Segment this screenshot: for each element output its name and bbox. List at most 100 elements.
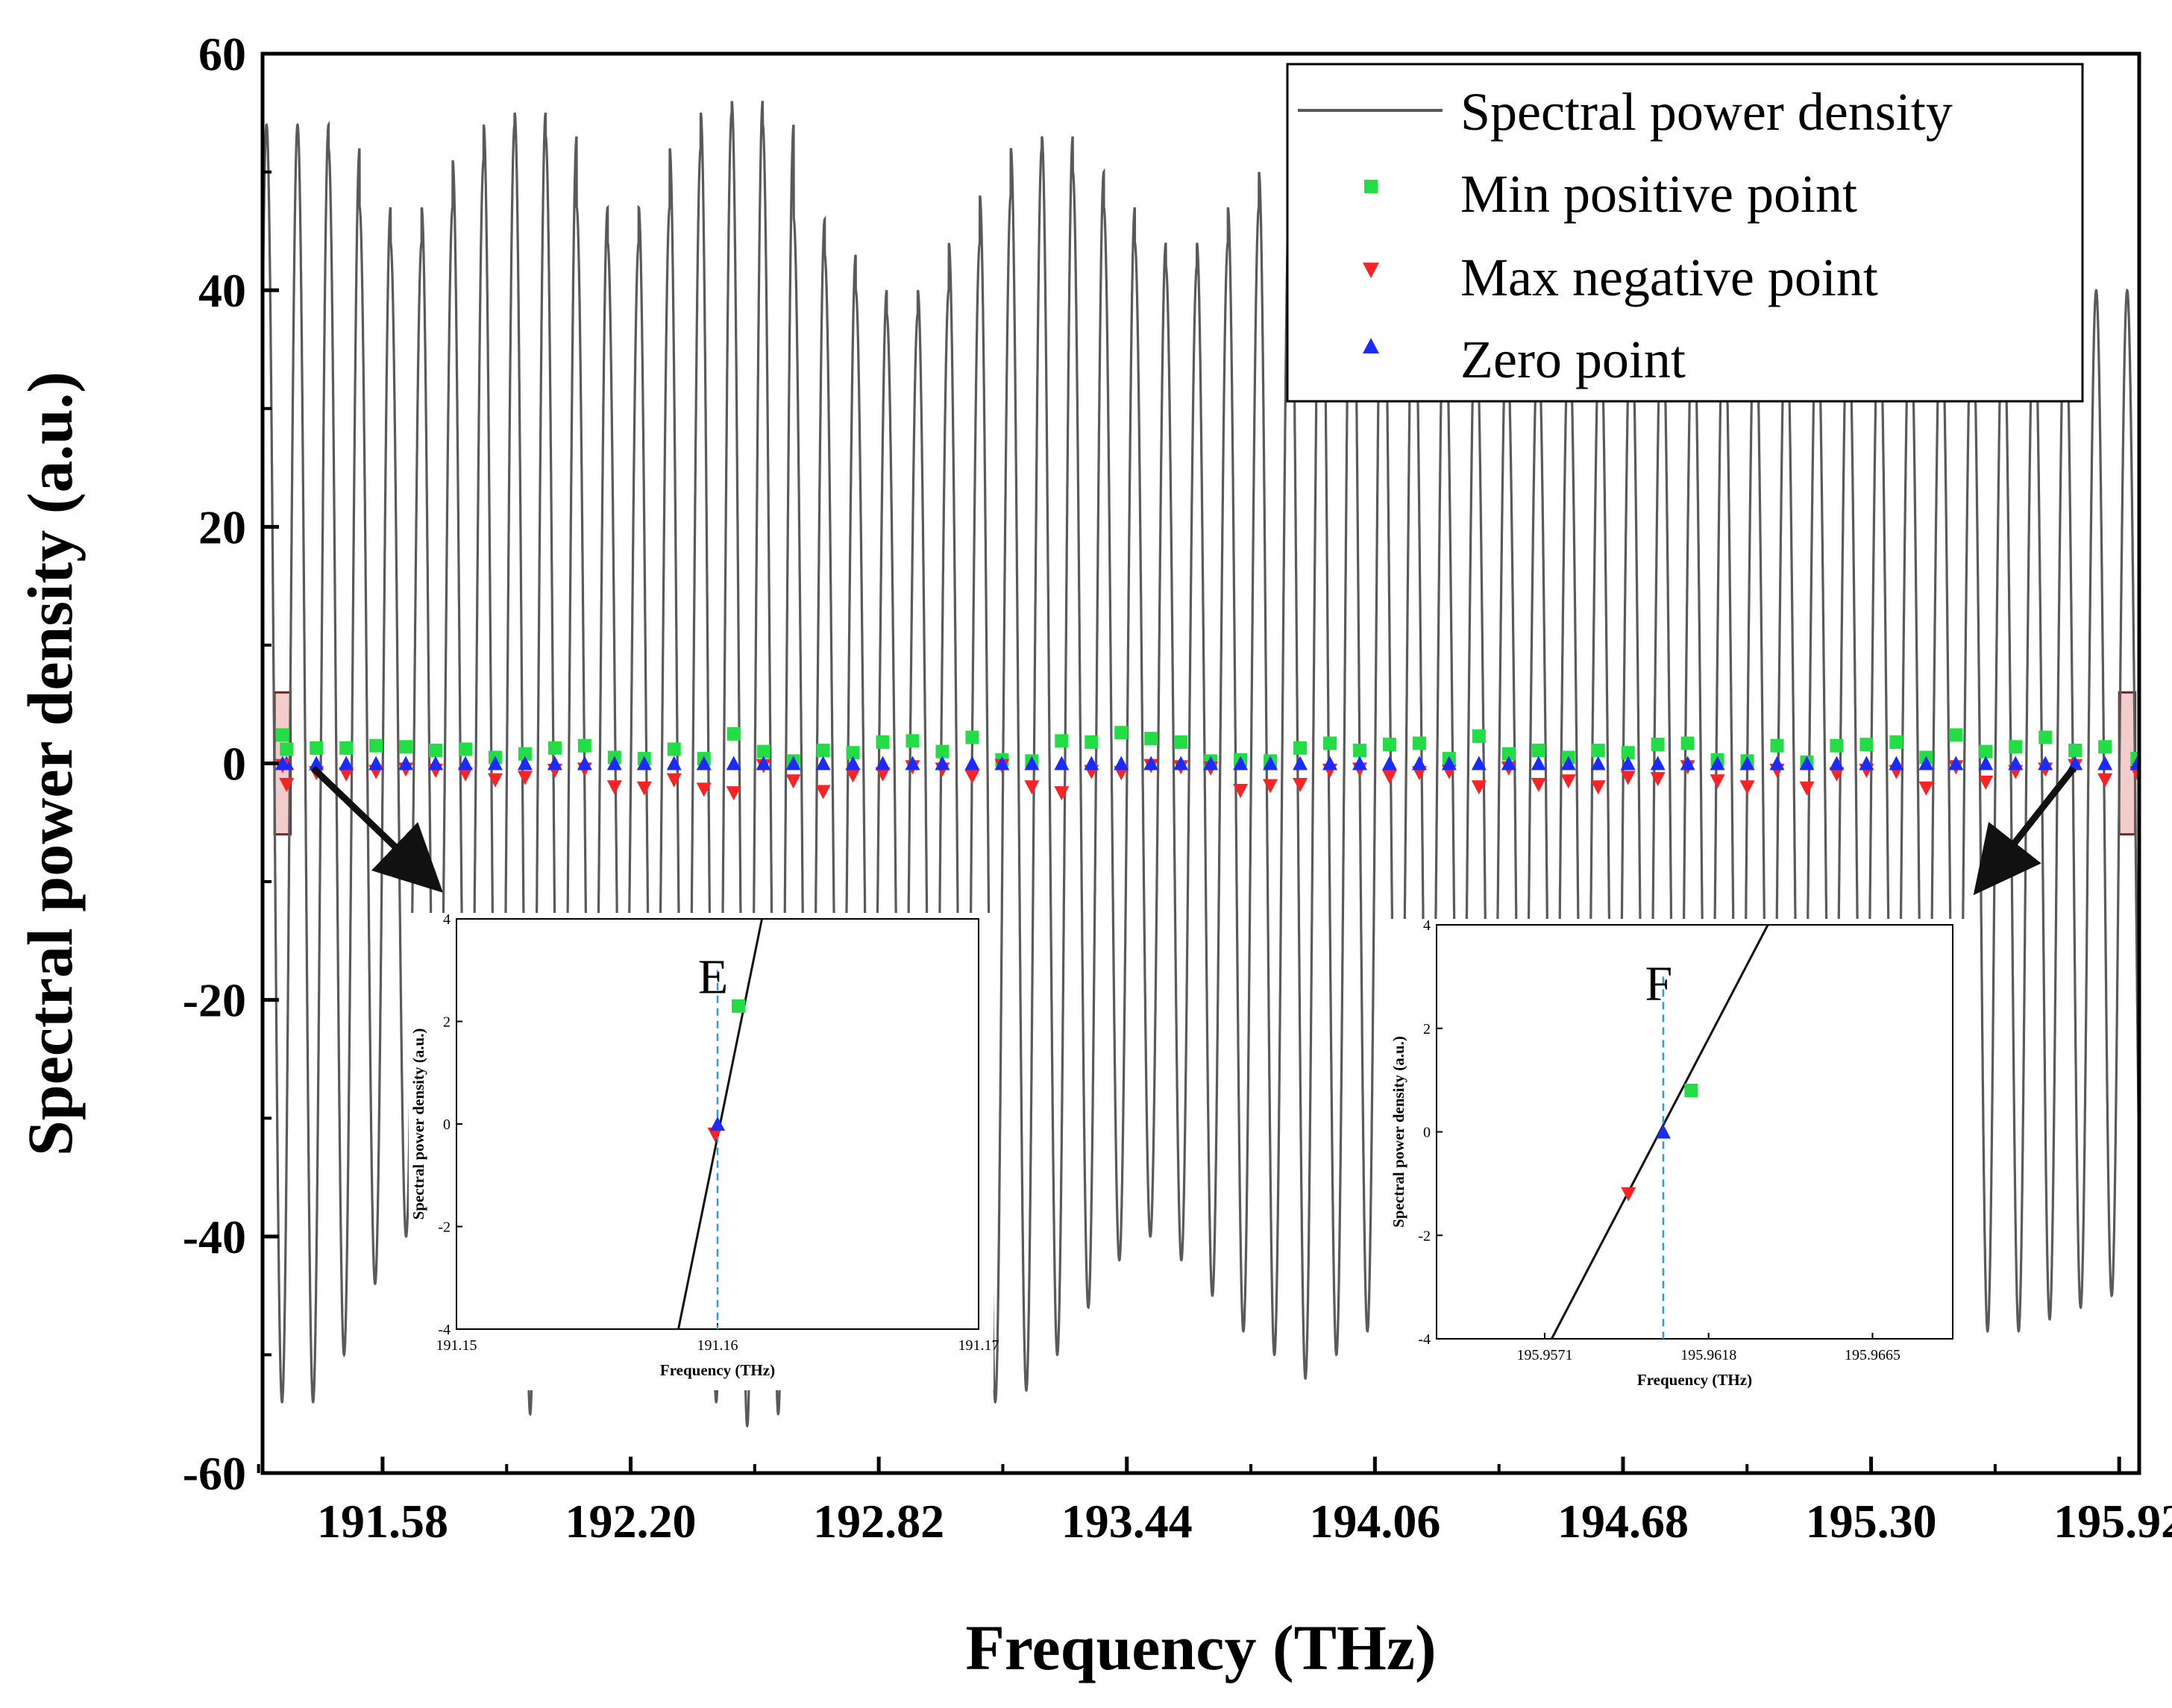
inset-y-title: Spectral power density (a.u.) [409,1029,427,1220]
inset-label-f: F [1645,957,1673,1011]
max-negative-point [875,767,891,782]
min-positive-point [2009,740,2023,754]
inset-y-tick-label: 4 [1423,917,1431,934]
min-positive-point [458,742,472,756]
x-tick-label: 192.82 [813,1495,944,1548]
zero-point [1263,756,1278,770]
min-positive-point [1591,744,1605,758]
zero-point [577,756,592,770]
max-negative-point [1620,770,1636,785]
zero-point [339,756,354,770]
zero-point [1114,756,1129,770]
zero-point [845,756,861,770]
max-negative-point [457,767,473,782]
max-negative-point [1978,775,1994,790]
x-tick-label: 194.06 [1309,1495,1440,1548]
zero-point [1650,756,1666,770]
max-negative-point [964,769,980,784]
zero-point [1620,756,1636,770]
min-positive-point [1472,729,1486,744]
zero-point [428,756,444,770]
min-positive-point [275,728,289,742]
inset-y-tick-label: 2 [1423,1021,1431,1037]
inset-y-tick-label: 4 [443,911,451,928]
min-positive-point [816,744,830,758]
zero-point [1859,756,1874,770]
max-negative-point [1590,780,1606,795]
inset-min-positive-point [732,999,745,1013]
max-negative-point [636,781,652,796]
y-tick-label: -40 [183,1211,246,1263]
max-negative-point [1233,783,1249,798]
zero-point [1441,756,1457,770]
x-tick-label: 191.58 [317,1495,448,1548]
zero-point [1084,756,1099,770]
zero-point [2008,756,2024,770]
y-tick-label: 0 [222,738,246,791]
zero-point [1769,756,1785,770]
x-tick-label: 193.44 [1061,1495,1193,1548]
zero-point [1560,756,1576,770]
inset-f: 195.9571 195.9618 195.9665 -4 -2 0 2 4 Frequency… [1389,917,1968,1400]
y-tick-label: 20 [198,500,246,553]
legend-triangle-down-symbol [1363,263,1379,278]
max-negative-point [1293,778,1308,793]
y-axis-title: Spectral power density (a.u.) [14,371,86,1156]
inset-label-e: E [698,950,728,1005]
inset-y-tick-label: -2 [1418,1228,1431,1244]
zero-point [368,756,384,770]
max-negative-point [279,778,295,793]
min-positive-point [965,730,979,744]
zero-point [1173,756,1189,770]
min-positive-point [2130,752,2139,766]
max-negative-point [1381,769,1397,784]
inset-max-negative-point [1621,1187,1636,1202]
zero-point [2129,756,2139,770]
legend-entry: Spectral power density [1460,82,1953,142]
min-positive-point [1979,744,1993,759]
min-positive-point [905,734,920,748]
zero-point [1352,756,1367,770]
legend-box [1286,63,2084,403]
x-tick-label: 192.20 [565,1495,697,1548]
max-negative-point [815,785,831,800]
legend-entry: Min positive point [1460,164,1857,224]
max-negative-point [1710,774,1725,789]
zero-point [636,756,652,770]
min-positive-point [2038,730,2053,744]
legend-entry: Max negative point [1460,248,1878,307]
inset-x-tick-label: 195.9665 [1845,1347,1900,1363]
zero-point [1381,756,1397,770]
min-positive-point [1412,736,1426,750]
zero-point [964,756,980,770]
zero-point [1024,756,1040,770]
x-tick-label: 195.30 [1806,1495,1937,1548]
max-negative-point [696,782,712,797]
zero-point [457,756,473,770]
max-negative-point [726,786,741,801]
max-negative-point [2097,773,2113,788]
zero-point [1799,756,1815,770]
y-tick-label: 60 [198,28,246,81]
max-negative-point [1263,779,1278,794]
min-positive-point [935,744,950,759]
min-positive-point [1055,734,1069,748]
inset-y-tick-label: 0 [1423,1125,1431,1141]
max-negative-point [339,767,354,782]
min-positive-point [1949,728,1963,742]
min-positive-point [1323,736,1337,750]
zero-point [1978,756,1994,770]
zero-point [2097,756,2113,770]
inset-y-tick-label: -4 [438,1322,451,1338]
min-positive-point [518,747,532,761]
zero-point [785,756,801,770]
inset-x-tick-label: 191.15 [436,1337,477,1354]
inset-y-tick-label: -2 [438,1219,451,1236]
min-positive-point [667,742,681,756]
min-positive-point [1501,747,1516,761]
min-positive-point [726,726,741,741]
min-positive-point [1770,738,1784,753]
max-negative-point [1799,781,1815,796]
